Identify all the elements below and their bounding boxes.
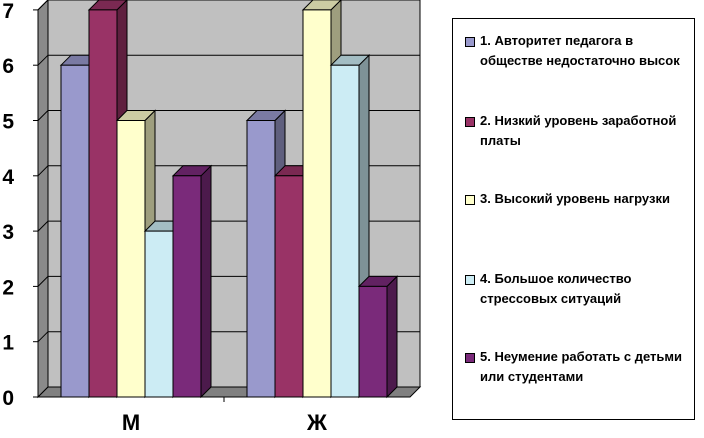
bar — [171, 164, 213, 399]
legend-label: 5. Неумение работать с детьми или студен… — [480, 349, 682, 384]
bar-front — [330, 64, 360, 398]
y-axis-ticks: 0 1 2 3 4 5 6 7 — [2, 0, 38, 410]
legend-label: 2. Низкий уровень заработной платы — [480, 113, 677, 148]
gridline — [37, 54, 420, 66]
bar-front — [60, 64, 90, 398]
legend-label: 1. Авторитет педагога в обществе недоста… — [480, 33, 680, 68]
y-tick-label: 1 — [2, 332, 14, 355]
bar-front — [88, 9, 118, 398]
y-tick-label: 7 — [2, 0, 14, 23]
y-tick-label: 4 — [2, 166, 14, 189]
bar-side — [386, 275, 398, 399]
x-category-label: М — [122, 410, 140, 435]
bar-front — [172, 175, 202, 398]
legend-label: 3. Высокий уровень нагрузки — [480, 191, 670, 206]
x-category-label: Ж — [306, 410, 327, 435]
bar-front — [302, 9, 332, 398]
bar-front — [358, 285, 388, 398]
legend-swatch — [465, 117, 475, 127]
legend-label: 4. Большое количество стрессовых ситуаци… — [480, 271, 632, 306]
gridline — [37, 0, 420, 11]
legend-swatch — [465, 37, 475, 47]
legend-swatch — [465, 195, 475, 205]
y-tick-label: 3 — [2, 221, 14, 244]
y-tick-label: 5 — [2, 111, 14, 134]
legend-swatch — [465, 275, 475, 285]
bar-front — [246, 120, 276, 398]
bar-front — [144, 230, 174, 398]
y-tick-label: 0 — [2, 387, 14, 410]
y-tick-label: 2 — [2, 276, 14, 299]
chart-legend: 1. Авторитет педагога в обществе недоста… — [452, 18, 695, 420]
legend-swatch — [465, 353, 475, 363]
bar — [357, 275, 399, 399]
bar-front — [116, 120, 146, 398]
bar-side — [200, 164, 212, 399]
bar-front — [274, 175, 304, 398]
gridline — [37, 110, 420, 121]
chart-bars — [59, 0, 399, 399]
y-tick-label: 6 — [2, 55, 14, 78]
